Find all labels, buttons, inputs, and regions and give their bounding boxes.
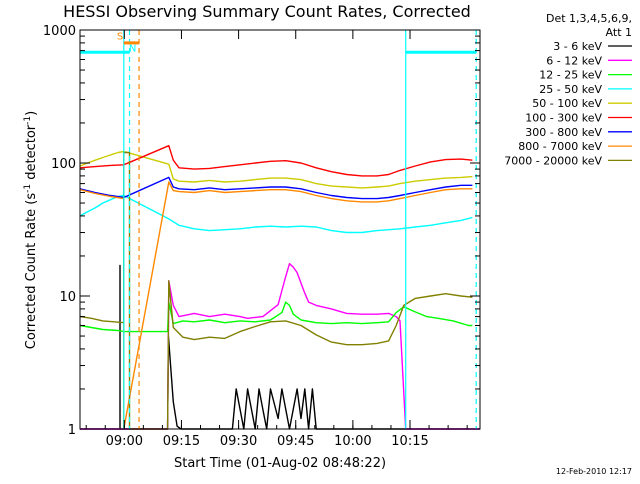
y-tick-label-1: 1 <box>68 423 76 438</box>
series-line-5 <box>79 150 473 189</box>
legend-label-6: 100 - 300 keV <box>525 112 602 125</box>
series-line-7 <box>79 176 473 200</box>
y-tick-label-4: 1000 <box>43 24 76 39</box>
x-tick-label-2: 09:15 <box>163 434 200 449</box>
series-line-3 <box>79 301 473 333</box>
x-axis-label: Start Time (01-Aug-02 08:48:22) <box>174 456 386 471</box>
y-axis-label-end: ) <box>24 111 39 116</box>
y-tick-label-2: 10 <box>59 290 76 305</box>
series-line-8 <box>79 181 473 430</box>
series-line-9 <box>79 151 473 430</box>
legend-label-4: 25 - 50 keV <box>539 83 602 96</box>
y-axis-label-main: Corrected Count Rate (s <box>24 193 39 350</box>
legend-title-2: Att 1 <box>606 26 632 39</box>
flag-label-2: N <box>129 43 136 54</box>
plot-frame <box>79 29 481 430</box>
plot-area: SN <box>79 30 480 430</box>
chart-title: HESSI Observing Summary Count Rates, Cor… <box>63 2 471 21</box>
x-axis: 09:00 09:15 09:30 09:45 10:00 10:15 <box>85 30 468 449</box>
y-axis-label: Corrected Count Rate (s-1 detector-1) <box>23 111 39 349</box>
y-tick-label-3: 100 <box>51 157 76 172</box>
y-axis-label-sup1: -1 <box>23 184 33 193</box>
legend-label-8: 800 - 7000 keV <box>518 140 602 153</box>
series-line-6 <box>79 144 473 177</box>
y-axis-label-mid: detector <box>24 124 39 184</box>
x-tick-label-6: 10:15 <box>391 434 428 449</box>
x-tick-label-4: 09:45 <box>277 434 314 449</box>
flag-label-1: S <box>117 31 123 42</box>
x-tick-label-5: 10:00 <box>334 434 371 449</box>
legend-label-1: 3 - 6 keV <box>553 40 602 53</box>
footer-timestamp: 12-Feb-2010 12:17 <box>556 467 632 476</box>
series-line-1 <box>80 264 480 430</box>
x-tick-label-3: 09:30 <box>220 434 257 449</box>
legend-label-9: 7000 - 20000 keV <box>504 154 602 167</box>
x-tick-label-1: 09:00 <box>106 434 143 449</box>
y-axis: 1 10 100 1000 <box>43 24 480 438</box>
legend-title-1: Det 1,3,4,5,6,9, <box>546 12 632 25</box>
y-axis-label-sup2: -1 <box>23 116 33 125</box>
legend-label-2: 6 - 12 keV <box>546 54 602 67</box>
series-line-2 <box>80 263 480 430</box>
legend-label-5: 50 - 100 keV <box>532 97 602 110</box>
legend-label-3: 12 - 25 keV <box>539 69 602 82</box>
legend-label-7: 300 - 800 keV <box>525 126 602 139</box>
